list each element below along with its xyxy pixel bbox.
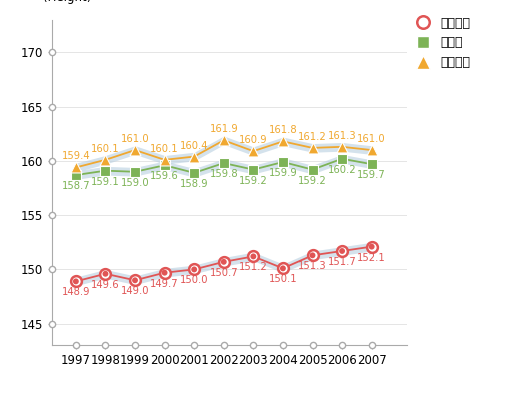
Point [131, 169, 139, 175]
Text: 161.9: 161.9 [209, 124, 238, 134]
Point [72, 172, 80, 178]
Text: 159.8: 159.8 [209, 169, 238, 179]
Legend: 초등학교, 중학교, 고등학교: 초등학교, 중학교, 고등학교 [411, 17, 471, 69]
Text: 161.3: 161.3 [328, 131, 357, 141]
Point [190, 266, 198, 273]
Point [131, 277, 139, 283]
Point [220, 259, 228, 265]
Text: 160.9: 160.9 [239, 135, 268, 145]
Text: 159.0: 159.0 [121, 178, 149, 188]
Point [279, 159, 287, 165]
Text: 150.7: 150.7 [209, 268, 238, 278]
Point [190, 266, 198, 273]
Point [101, 271, 110, 277]
Point [101, 157, 110, 163]
Text: 150.0: 150.0 [180, 276, 208, 285]
Point [72, 164, 80, 171]
Point [338, 248, 346, 254]
Point [220, 137, 228, 143]
Point [309, 145, 317, 151]
Point [101, 168, 110, 174]
Point [279, 265, 287, 272]
Text: 160.2: 160.2 [328, 165, 357, 175]
Text: 159.7: 159.7 [357, 170, 386, 180]
Text: 161.0: 161.0 [358, 134, 386, 144]
Point [338, 144, 346, 150]
Point [367, 161, 376, 168]
Point [338, 248, 346, 254]
Point [249, 253, 257, 260]
Text: 161.0: 161.0 [121, 134, 149, 144]
Text: 149.6: 149.6 [91, 280, 120, 290]
Text: 149.7: 149.7 [150, 279, 179, 289]
Text: 151.7: 151.7 [328, 257, 357, 267]
Point [367, 147, 376, 153]
Text: 159.1: 159.1 [91, 177, 120, 187]
Point [160, 270, 169, 276]
Text: 158.9: 158.9 [180, 179, 208, 189]
Point [279, 265, 287, 272]
Text: 159.6: 159.6 [150, 171, 179, 181]
Text: 159.9: 159.9 [268, 168, 298, 178]
Point [131, 147, 139, 153]
Text: 151.3: 151.3 [298, 261, 327, 271]
Point [101, 271, 110, 277]
Point [190, 170, 198, 176]
Point [309, 252, 317, 258]
Text: 키
(Height): 키 (Height) [43, 0, 92, 4]
Point [220, 160, 228, 166]
Point [160, 270, 169, 276]
Point [249, 148, 257, 154]
Text: 160.1: 160.1 [91, 144, 120, 154]
Text: 158.7: 158.7 [62, 181, 90, 191]
Point [160, 162, 169, 168]
Point [338, 156, 346, 162]
Point [309, 166, 317, 173]
Text: 160.1: 160.1 [150, 144, 179, 154]
Point [220, 259, 228, 265]
Point [367, 243, 376, 250]
Point [72, 278, 80, 285]
Point [160, 157, 169, 163]
Point [190, 153, 198, 160]
Text: 160.4: 160.4 [180, 141, 208, 150]
Point [72, 278, 80, 285]
Text: 159.2: 159.2 [298, 175, 327, 185]
Text: 152.1: 152.1 [357, 252, 386, 262]
Text: 161.8: 161.8 [269, 125, 297, 135]
Point [131, 277, 139, 283]
Point [249, 166, 257, 173]
Text: 148.9: 148.9 [62, 287, 90, 297]
Text: 150.1: 150.1 [269, 274, 297, 284]
Text: 159.2: 159.2 [239, 175, 268, 185]
Text: 159.4: 159.4 [62, 152, 90, 162]
Point [279, 138, 287, 145]
Point [249, 253, 257, 260]
Point [309, 252, 317, 258]
Text: 151.2: 151.2 [239, 262, 268, 272]
Text: 149.0: 149.0 [121, 286, 149, 296]
Text: 161.2: 161.2 [298, 132, 327, 142]
Point [367, 243, 376, 250]
